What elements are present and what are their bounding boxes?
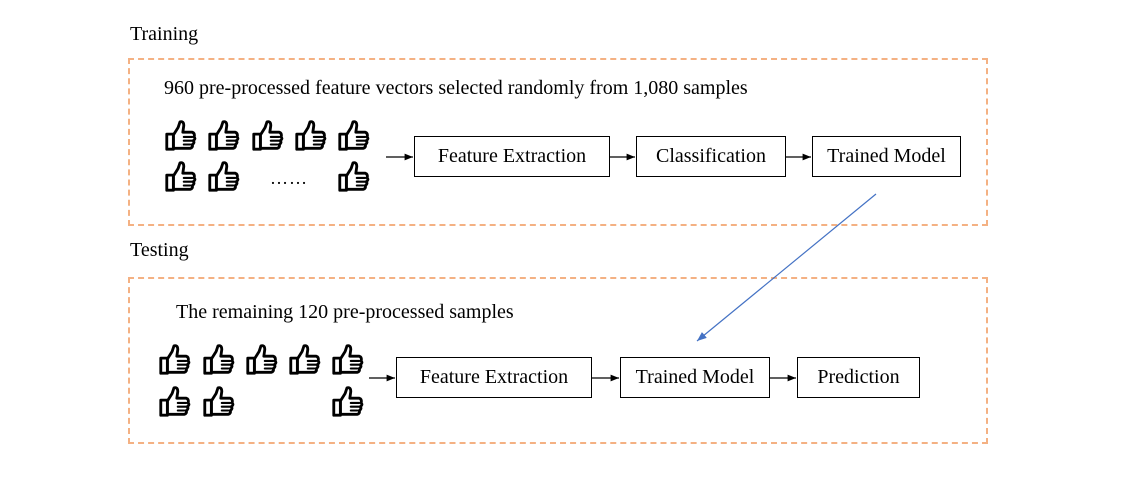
- thumbs-up-icon: [157, 343, 191, 377]
- thumbs-up-icon: [336, 160, 370, 194]
- ellipsis: ……: [270, 168, 308, 188]
- thumbs-up-icon: [336, 119, 370, 153]
- training-panel: [128, 58, 988, 226]
- testing-trained-model-box: Trained Model: [620, 357, 770, 398]
- thumbs-up-icon: [206, 119, 240, 153]
- thumbs-up-icon: [287, 343, 321, 377]
- thumbs-up-icon: [163, 160, 197, 194]
- thumbs-up-icon: [330, 385, 364, 419]
- testing-panel: [128, 277, 988, 444]
- training-trained-model-box: Trained Model: [812, 136, 961, 177]
- thumbs-up-icon: [157, 385, 191, 419]
- testing-caption: The remaining 120 pre-processed samples: [176, 301, 514, 323]
- thumbs-up-icon: [250, 119, 284, 153]
- training-section-label: Training: [130, 23, 199, 45]
- testing-prediction-box: Prediction: [797, 357, 920, 398]
- testing-section-label: Testing: [130, 239, 189, 261]
- thumbs-up-icon: [201, 343, 235, 377]
- training-feature-extraction-box: Feature Extraction: [414, 136, 610, 177]
- testing-feature-extraction-box: Feature Extraction: [396, 357, 592, 398]
- thumbs-up-icon: [163, 119, 197, 153]
- thumbs-up-icon: [244, 343, 278, 377]
- training-classification-box: Classification: [636, 136, 786, 177]
- training-caption: 960 pre-processed feature vectors select…: [164, 77, 748, 99]
- thumbs-up-icon: [206, 160, 240, 194]
- thumbs-up-icon: [201, 385, 235, 419]
- thumbs-up-icon: [293, 119, 327, 153]
- thumbs-up-icon: [330, 343, 364, 377]
